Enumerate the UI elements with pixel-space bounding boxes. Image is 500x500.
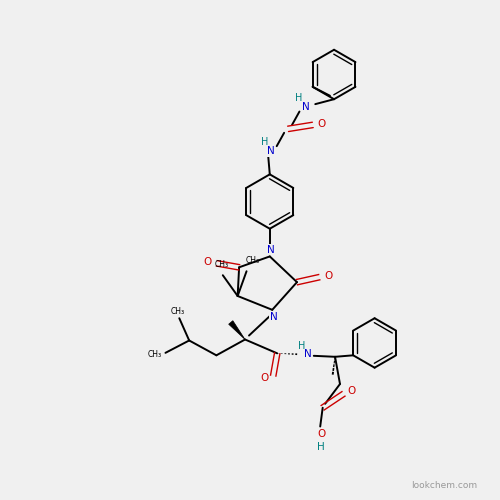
Text: N: N: [267, 146, 274, 156]
Text: N: N: [268, 244, 275, 254]
Text: lookchem.com: lookchem.com: [412, 481, 478, 490]
Text: O: O: [317, 429, 326, 439]
Text: H: H: [260, 137, 268, 147]
Text: N: N: [270, 312, 278, 322]
Text: O: O: [347, 386, 356, 396]
Text: CH₃: CH₃: [215, 260, 229, 270]
Text: CH₃: CH₃: [246, 256, 260, 266]
Text: O: O: [204, 258, 212, 268]
Text: N: N: [304, 350, 312, 360]
Text: O: O: [260, 373, 269, 383]
Text: CH₃: CH₃: [148, 350, 162, 360]
Text: H: H: [298, 341, 305, 351]
Polygon shape: [228, 320, 245, 340]
Text: N: N: [302, 102, 310, 112]
Text: H: H: [296, 92, 302, 102]
Text: O: O: [324, 271, 332, 281]
Text: O: O: [318, 119, 326, 129]
Text: CH₃: CH₃: [170, 307, 184, 316]
Text: H: H: [318, 442, 325, 452]
